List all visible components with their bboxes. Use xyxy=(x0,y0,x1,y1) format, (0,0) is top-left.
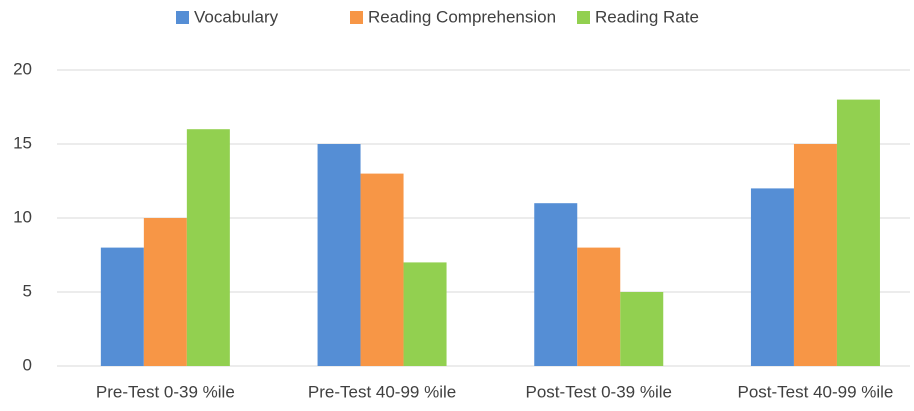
legend-swatch xyxy=(350,11,363,24)
x-tick-label: Pre-Test 0-39 %ile xyxy=(96,382,235,401)
bar xyxy=(143,218,187,366)
bar xyxy=(100,247,144,366)
y-tick-label: 20 xyxy=(13,59,32,78)
bar xyxy=(577,247,621,366)
x-tick-label: Post-Test 40-99 %ile xyxy=(737,382,893,401)
bar xyxy=(836,99,880,366)
y-tick-label: 10 xyxy=(13,207,32,226)
y-tick-label: 0 xyxy=(23,355,32,374)
y-tick-label: 15 xyxy=(13,133,32,152)
bar xyxy=(403,262,447,366)
y-tick-label: 5 xyxy=(23,281,32,300)
bar xyxy=(793,144,837,366)
legend-swatch xyxy=(577,11,590,24)
bar xyxy=(360,173,404,366)
bar xyxy=(534,203,578,366)
legend-label: Vocabulary xyxy=(194,7,279,26)
bar xyxy=(750,188,794,366)
x-tick-label: Pre-Test 40-99 %ile xyxy=(308,382,456,401)
x-tick-label: Post-Test 0-39 %ile xyxy=(526,382,672,401)
legend-swatch xyxy=(176,11,189,24)
bar xyxy=(186,129,230,366)
bar xyxy=(620,292,664,366)
bar xyxy=(317,144,361,366)
legend-label: Reading Rate xyxy=(595,7,699,26)
legend-label: Reading Comprehension xyxy=(368,7,556,26)
